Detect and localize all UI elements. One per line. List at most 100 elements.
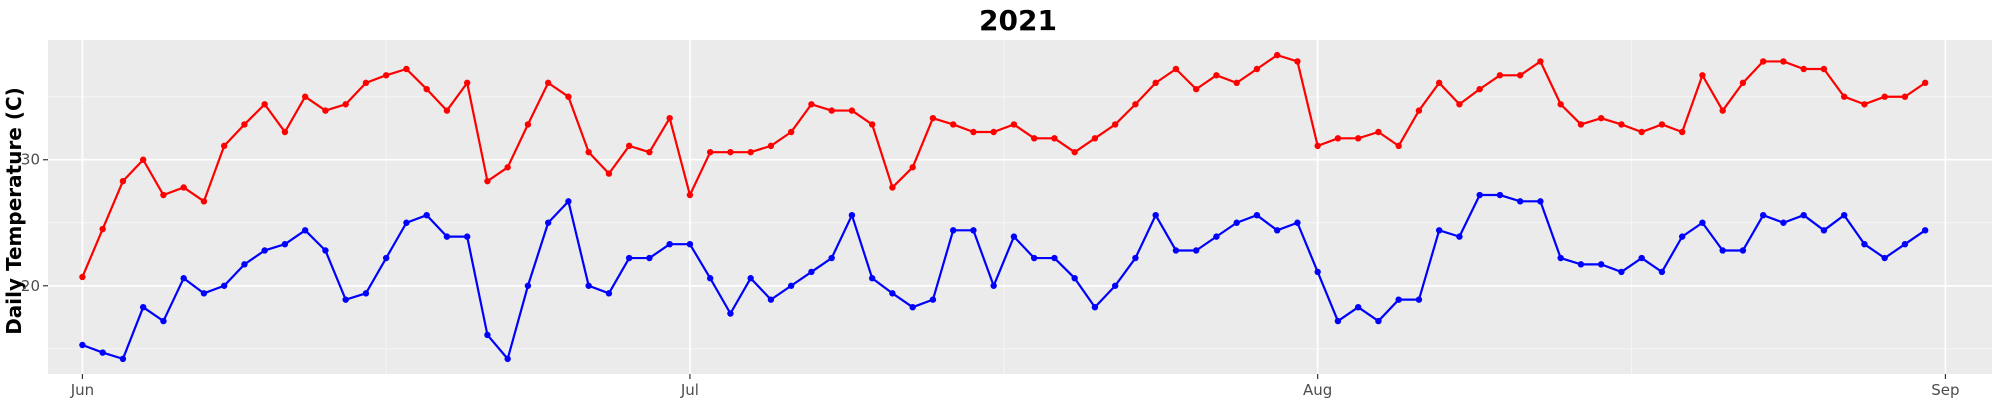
data-point xyxy=(1537,198,1544,205)
data-point xyxy=(1780,58,1787,65)
data-point xyxy=(787,128,795,136)
data-point xyxy=(1030,135,1038,142)
data-point xyxy=(1638,128,1645,136)
data-point xyxy=(220,142,228,150)
data-point xyxy=(1557,101,1564,108)
data-point xyxy=(463,233,471,240)
x-tick-label: Jun xyxy=(70,381,94,399)
data-point xyxy=(1597,114,1605,122)
data-point xyxy=(666,240,673,248)
data-point xyxy=(139,304,147,311)
data-point xyxy=(504,355,511,363)
data-point xyxy=(1881,93,1888,100)
data-point xyxy=(301,227,309,234)
data-point xyxy=(1719,107,1726,114)
data-point xyxy=(1537,58,1544,65)
data-point xyxy=(1678,128,1686,136)
data-point xyxy=(1111,282,1119,289)
data-point xyxy=(1456,101,1463,108)
data-point xyxy=(848,211,856,219)
data-point xyxy=(828,254,835,262)
data-point xyxy=(241,261,248,268)
data-point xyxy=(625,142,633,150)
data-point xyxy=(200,290,208,297)
data-point xyxy=(889,290,896,297)
data-point xyxy=(180,184,187,191)
data-point xyxy=(868,121,876,128)
data-point xyxy=(1334,135,1342,142)
series-max xyxy=(79,51,1929,281)
data-point xyxy=(544,79,552,87)
data-point xyxy=(1192,247,1200,254)
data-point xyxy=(1415,107,1423,114)
data-point xyxy=(1010,121,1018,128)
data-point xyxy=(301,93,309,100)
data-point xyxy=(1800,211,1807,219)
data-point xyxy=(1739,79,1747,87)
data-point xyxy=(220,282,228,289)
data-point xyxy=(1051,135,1058,142)
data-point xyxy=(362,290,370,297)
data-point xyxy=(949,121,957,128)
data-point xyxy=(909,304,916,311)
data-point xyxy=(1658,121,1666,128)
data-point xyxy=(1375,128,1382,136)
data-point xyxy=(929,114,937,122)
data-point xyxy=(79,341,86,349)
data-point xyxy=(1577,261,1585,268)
data-point xyxy=(1253,211,1261,219)
data-point xyxy=(1435,227,1443,234)
data-point xyxy=(1516,72,1524,79)
data-point xyxy=(322,107,329,114)
data-point xyxy=(443,233,451,240)
data-point xyxy=(1213,233,1220,240)
y-tick-label: 30 xyxy=(21,151,40,169)
data-point xyxy=(160,191,167,199)
data-point xyxy=(990,128,997,136)
data-point xyxy=(1354,304,1362,311)
data-point xyxy=(1233,79,1240,87)
x-tick-label: Jul xyxy=(680,381,699,399)
data-point xyxy=(1354,135,1362,142)
data-point xyxy=(403,65,410,73)
data-point xyxy=(1861,240,1868,248)
data-point xyxy=(889,184,896,191)
data-point xyxy=(787,282,795,289)
data-point xyxy=(423,211,430,219)
y-tick-label: 20 xyxy=(21,277,40,295)
data-point xyxy=(1172,247,1180,254)
data-point xyxy=(524,121,532,128)
data-point xyxy=(180,275,187,282)
data-point xyxy=(504,164,511,171)
data-point xyxy=(1678,233,1686,240)
data-point xyxy=(1496,191,1504,199)
data-point xyxy=(747,275,754,282)
data-point xyxy=(484,177,491,185)
data-point xyxy=(544,219,552,226)
data-point xyxy=(281,240,289,248)
data-point xyxy=(1759,58,1767,65)
data-point xyxy=(139,156,147,163)
data-point xyxy=(868,275,876,282)
data-point xyxy=(1172,65,1180,73)
data-point xyxy=(160,317,167,325)
data-point xyxy=(970,227,977,234)
data-point xyxy=(1759,211,1767,219)
data-point xyxy=(1921,79,1929,87)
x-tick-label: Sep xyxy=(1931,381,1959,399)
data-point xyxy=(1820,227,1828,234)
data-point xyxy=(646,254,653,262)
data-point xyxy=(1294,219,1301,226)
data-point xyxy=(1010,233,1018,240)
plot-panel xyxy=(48,40,1992,374)
data-point xyxy=(1861,101,1868,108)
data-point xyxy=(119,355,127,363)
data-point xyxy=(524,282,532,289)
data-point xyxy=(1334,317,1342,325)
series-line xyxy=(82,193,1926,360)
data-point xyxy=(1820,65,1828,73)
data-point xyxy=(1253,65,1261,73)
data-point xyxy=(119,177,127,185)
data-point xyxy=(362,79,370,87)
data-point xyxy=(1739,247,1747,254)
